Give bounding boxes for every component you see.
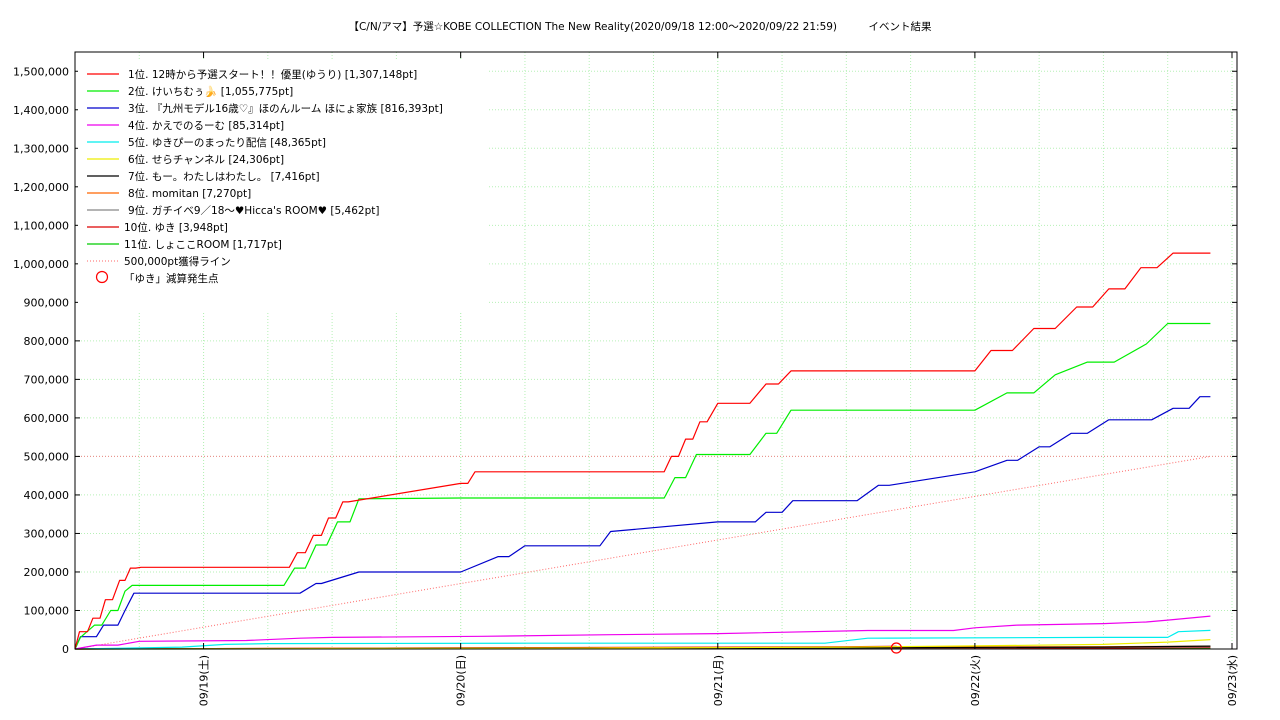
series-line (74, 615, 1211, 650)
x-tick-label: 09/20(日) (455, 655, 468, 706)
plot-frame (74, 51, 1238, 650)
chart-title: 【C/N/アマ】予選☆KOBE COLLECTION The New Reali… (348, 21, 932, 33)
legend-label: 11位. しょここROOM [1,717pt] (124, 238, 282, 251)
legend-label: 8位. momitan [7,270pt] (128, 187, 251, 200)
x-tick-label: 09/22(火) (969, 655, 982, 706)
y-tick-label: 800,000 (24, 335, 70, 348)
series-line (74, 322, 1211, 650)
y-tick-label: 600,000 (24, 412, 70, 425)
legend-label: 10位. ゆき [3,948pt] (124, 221, 228, 234)
legend-label: 「ゆき」減算発生点 (124, 272, 219, 285)
y-tick-label: 1,400,000 (13, 104, 69, 117)
y-tick-label: 500,000 (24, 450, 70, 463)
marker-point (890, 642, 902, 654)
y-tick-label: 0 (62, 643, 69, 656)
legend-label: 5位. ゆきぴーのまったり配信 [48,365pt] (128, 136, 326, 149)
y-tick-label: 900,000 (24, 296, 70, 309)
legend-label: 1位. 12時から予選スタート！！優里(ゆうり) [1,307,148pt] (128, 68, 417, 81)
legend-label: 3位. 『九州モデル16歳♡』ほのんルーム ほにょ家族 [816,393pt] (128, 102, 443, 115)
x-tick-label: 09/21(月) (712, 655, 725, 706)
legend-label: 2位. けいちむぅ🍌 [1,055,775pt] (128, 85, 293, 98)
y-tick-label: 1,200,000 (13, 181, 69, 194)
y-tick-label: 100,000 (24, 604, 70, 617)
series-line (74, 396, 1211, 650)
y-tick-label: 1,500,000 (13, 65, 69, 78)
y-tick-label: 700,000 (24, 373, 70, 386)
y-tick-label: 1,000,000 (13, 258, 69, 271)
y-tick-label: 300,000 (24, 527, 70, 540)
legend-label: 4位. かえでのるーむ [85,314pt] (128, 119, 284, 132)
legend: 1位. 12時から予選スタート！！優里(ゆうり) [1,307,148pt] 2位… (78, 60, 488, 312)
series-line (74, 629, 1211, 650)
x-tick-label: 09/23(水) (1226, 655, 1239, 706)
x-tick-label: 09/19(土) (198, 655, 211, 706)
legend-label: 7位. もー。わたしはわたし。 [7,416pt] (128, 170, 320, 183)
legend-label: 500,000pt獲得ライン (124, 255, 231, 268)
y-tick-label: 400,000 (24, 489, 70, 502)
axis-layer: 0 100,000 200,000 300,000 400,000 500,000 600,… (13, 52, 1239, 706)
legend-marker (95, 270, 109, 284)
legend-background (78, 60, 488, 312)
y-tick-label: 1,100,000 (13, 219, 69, 232)
y-tick-label: 200,000 (24, 566, 70, 579)
series-line (74, 252, 1211, 650)
legend-label: 6位. せらチャンネル [24,306pt] (128, 153, 284, 166)
legend-label: 9位. ガチイベ9／18〜♥Hicca's ROOM♥ [5,462pt] (128, 204, 379, 217)
marker-layer (890, 642, 902, 654)
y-tick-label: 1,300,000 (13, 142, 69, 155)
